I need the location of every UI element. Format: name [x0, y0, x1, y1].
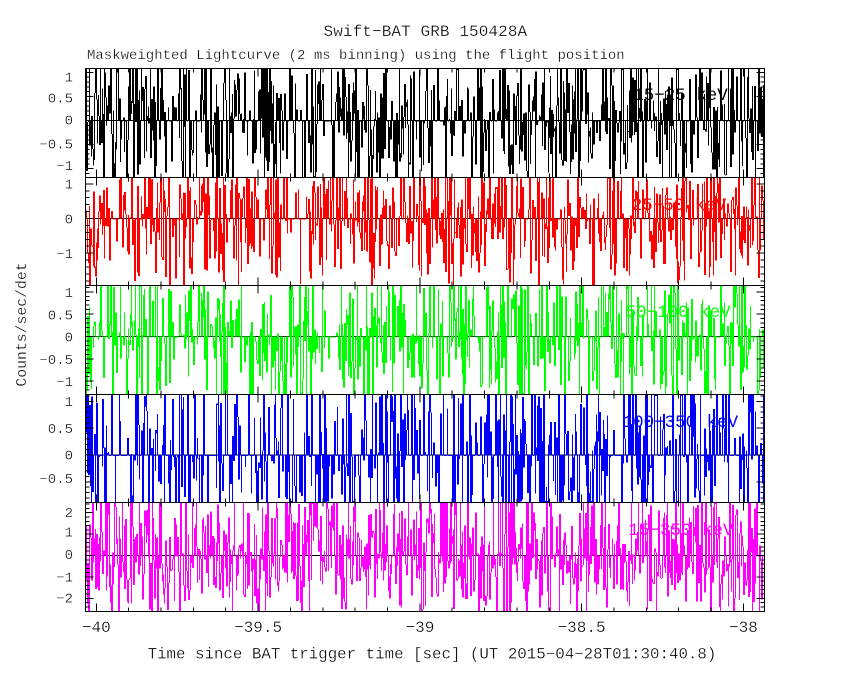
svg-text:50−100 keV: 50−100 keV — [626, 303, 732, 323]
svg-text:25−50 keV: 25−50 keV — [632, 196, 727, 216]
svg-text:Maskweighted Lightcurve (2 ms: Maskweighted Lightcurve (2 ms binning) u… — [87, 48, 625, 64]
svg-text:−0.5: −0.5 — [39, 353, 73, 369]
svg-text:100−350 keV: 100−350 keV — [623, 413, 739, 433]
svg-text:−1: −1 — [56, 159, 73, 175]
svg-text:Swift−BAT GRB 150428A: Swift−BAT GRB 150428A — [324, 23, 528, 41]
svg-text:Counts/sec/det: Counts/sec/det — [15, 262, 31, 386]
svg-text:−1: −1 — [56, 570, 73, 586]
svg-text:1: 1 — [65, 178, 73, 194]
svg-text:0.5: 0.5 — [48, 309, 73, 325]
svg-text:2: 2 — [65, 506, 73, 522]
svg-text:−2: −2 — [56, 591, 73, 607]
svg-text:1: 1 — [65, 525, 73, 541]
svg-text:0.5: 0.5 — [48, 422, 73, 438]
svg-text:1: 1 — [65, 286, 73, 302]
svg-text:−39: −39 — [405, 619, 434, 637]
svg-text:−1: −1 — [56, 375, 73, 391]
svg-text:−38.5: −38.5 — [558, 619, 606, 637]
svg-text:15−350 keV: 15−350 keV — [628, 521, 734, 541]
svg-text:15−25 keV: 15−25 keV — [633, 86, 728, 106]
svg-text:1: 1 — [65, 395, 73, 411]
svg-text:−0.5: −0.5 — [39, 472, 73, 488]
svg-text:0.5: 0.5 — [48, 91, 73, 107]
svg-text:−1: −1 — [56, 247, 73, 263]
svg-text:1: 1 — [65, 71, 73, 87]
svg-text:−39.5: −39.5 — [234, 619, 282, 637]
svg-text:−0.5: −0.5 — [39, 138, 73, 154]
svg-text:0: 0 — [65, 331, 73, 347]
svg-text:0: 0 — [65, 548, 73, 564]
svg-text:0: 0 — [65, 114, 73, 130]
svg-text:−38: −38 — [729, 619, 758, 637]
svg-text:−40: −40 — [82, 619, 111, 637]
svg-text:0: 0 — [65, 212, 73, 228]
svg-text:0: 0 — [65, 449, 73, 465]
svg-text:Time since BAT trigger time [s: Time since BAT trigger time [sec] (UT 20… — [148, 646, 717, 664]
